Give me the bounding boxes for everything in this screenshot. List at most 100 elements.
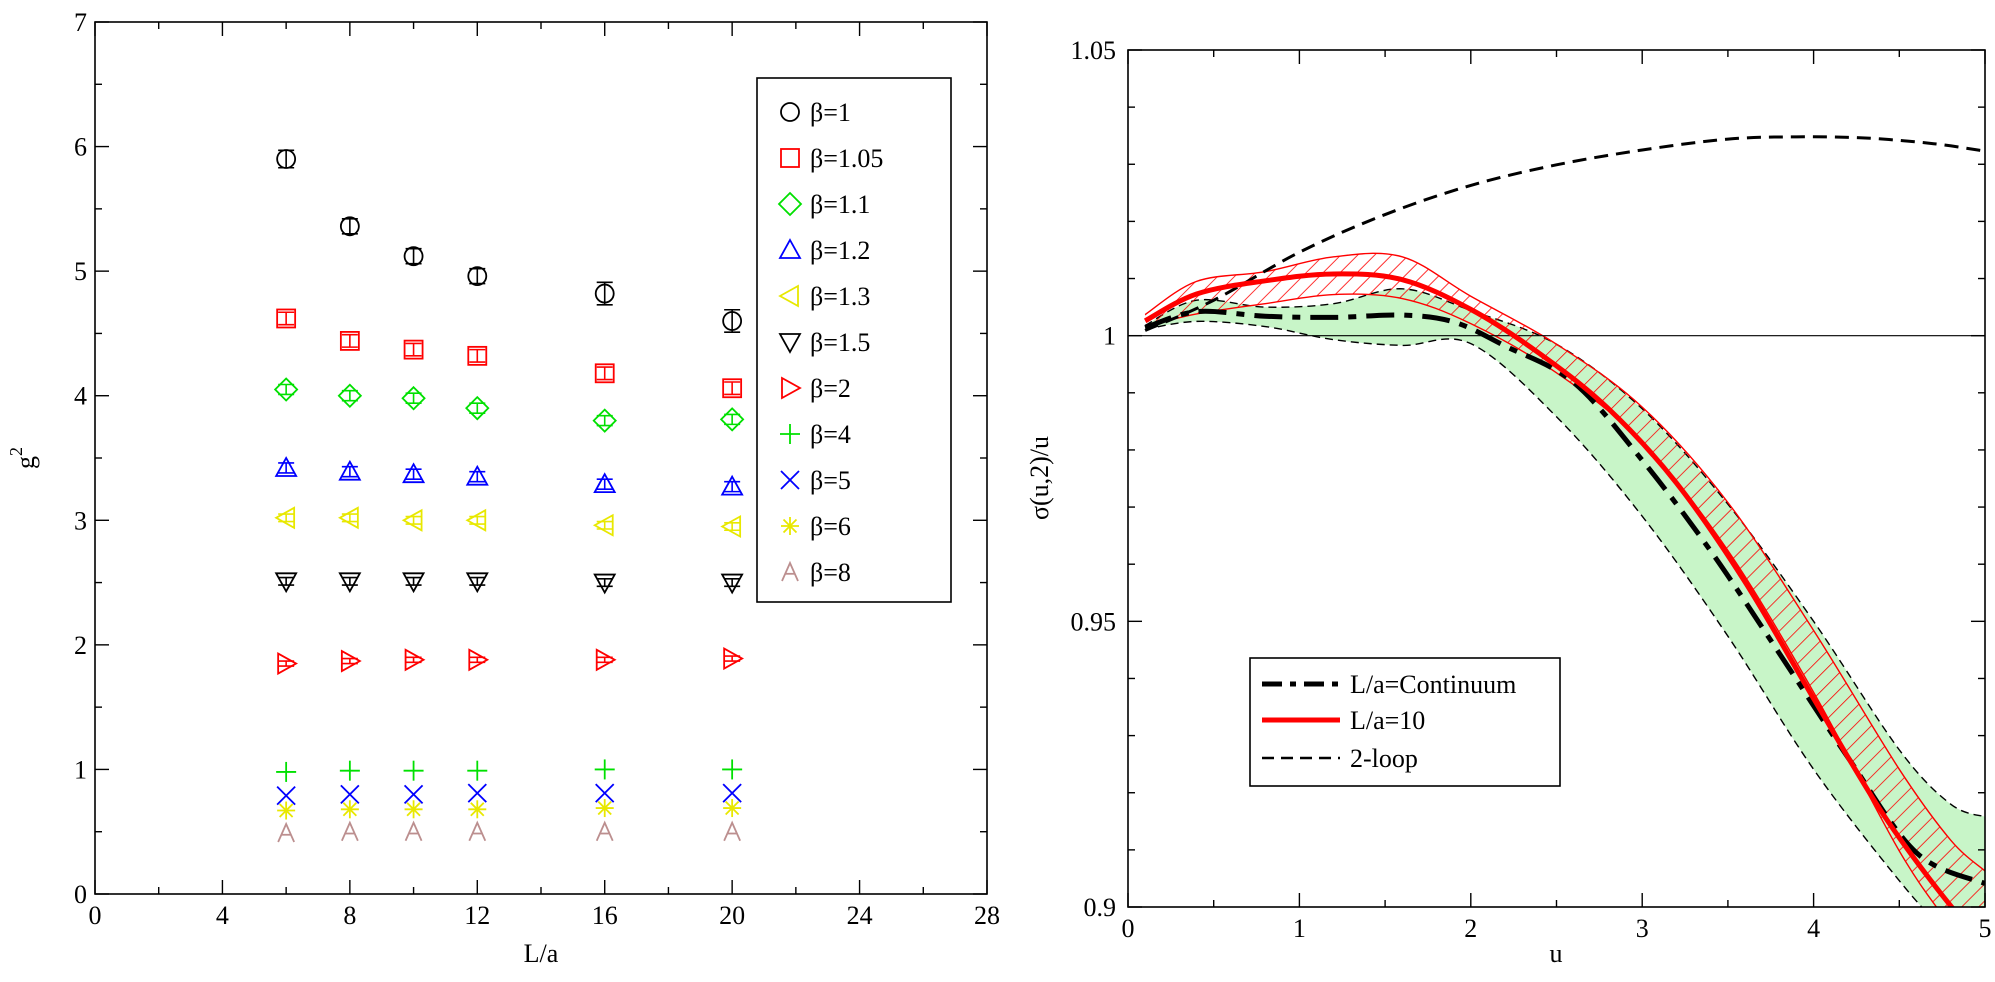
- marker-stroke: [340, 784, 360, 804]
- data-point: [719, 407, 745, 432]
- marker-stroke: [277, 821, 295, 843]
- marker-x: [722, 783, 742, 803]
- y-tick-label: 0: [74, 880, 87, 909]
- legend-marker: [778, 333, 802, 354]
- series-line: [1143, 271, 1955, 907]
- series-points: [276, 308, 743, 399]
- x-tick-label: 5: [1979, 914, 1992, 943]
- data-point: [339, 331, 360, 351]
- data-point: [595, 648, 617, 672]
- data-point: [276, 785, 296, 806]
- marker-x: [780, 470, 800, 490]
- series-points: [274, 456, 744, 496]
- data-point: [467, 266, 488, 287]
- y-axis-title-superscript: 2: [6, 447, 26, 456]
- series-points: [274, 572, 744, 595]
- marker-diamond: [592, 408, 617, 433]
- y-tick-label: 0.95: [1071, 607, 1117, 636]
- legend-label: L/a=Continuum: [1350, 670, 1516, 699]
- data-point: [467, 760, 488, 781]
- marker-star: [723, 799, 742, 818]
- band-hatched: [1145, 253, 1985, 907]
- data-point: [274, 506, 296, 530]
- series-points: [277, 820, 741, 843]
- band-fill: [1145, 288, 1985, 907]
- data-point: [467, 783, 487, 803]
- x-tick-label: 24: [847, 901, 873, 930]
- legend-label: β=2: [810, 374, 851, 403]
- data-point: [720, 573, 744, 595]
- marker-triangle-left: [338, 506, 359, 530]
- marker-stroke: [725, 800, 740, 816]
- data-point: [341, 820, 359, 842]
- marker-triangle-right: [340, 649, 362, 673]
- marker-star: [404, 800, 423, 819]
- right-chart: 0 1 2 3 4 5 0.9 0.95 1 1.05 u σ(u,2)/u L…: [1025, 36, 1992, 968]
- x-tick-label: 3: [1636, 914, 1649, 943]
- data-point: [723, 647, 744, 671]
- data-point: [467, 345, 488, 366]
- marker-stroke: [341, 820, 359, 842]
- data-point: [723, 820, 741, 842]
- marker-diamond: [777, 191, 803, 217]
- right-minor-ticks: [1128, 50, 1985, 907]
- right-bands: [1144, 252, 1985, 907]
- marker-triangle-right: [781, 376, 802, 400]
- marker-stroke: [782, 518, 798, 534]
- marker-circle: [780, 102, 800, 122]
- x-tick-label: 0: [1122, 914, 1135, 943]
- left-x-axis-title: L/a: [524, 939, 559, 968]
- data-point: [339, 216, 360, 237]
- data-point: [465, 464, 489, 486]
- legend-marker: [781, 517, 799, 535]
- series-points: [277, 799, 742, 820]
- marker-triangle-down: [338, 572, 362, 594]
- x-tick-label: 0: [89, 901, 102, 930]
- data-point: [595, 783, 615, 803]
- marker-plus: [467, 760, 488, 781]
- marker-x: [403, 784, 424, 804]
- marker-circle: [339, 216, 360, 237]
- x-tick-label: 2: [1464, 914, 1477, 943]
- legend-label: β=1: [810, 98, 851, 127]
- data-point: [277, 652, 298, 676]
- right-legend: L/a=Continuum L/a=10 2-loop: [1249, 657, 1561, 787]
- marker-star: [781, 517, 799, 535]
- marker-star: [277, 801, 296, 820]
- marker-stroke: [595, 820, 614, 842]
- data-point: [401, 508, 423, 532]
- marker-triangle-down: [402, 572, 426, 594]
- marker-stroke: [279, 803, 294, 818]
- marker-square: [780, 148, 800, 168]
- series-points: [273, 377, 745, 433]
- left-chart: 0 4 8 12 16 20 24 28 0 1 2 3 4 5 6 7 L/a…: [6, 8, 1000, 968]
- marker-triangle-down: [720, 573, 744, 595]
- data-point: [340, 800, 359, 819]
- legend-label: β=1.05: [810, 144, 883, 173]
- marker-x: [340, 784, 360, 804]
- marker-letter-a: [723, 820, 741, 842]
- marker-stroke: [780, 470, 800, 490]
- marker-square: [403, 339, 424, 360]
- marker-star: [595, 799, 614, 818]
- data-point: [404, 800, 423, 819]
- legend-label: β=4: [810, 420, 851, 449]
- x-tick-label: 12: [464, 901, 490, 930]
- legend-label: β=5: [810, 466, 851, 495]
- marker-triangle-left: [778, 284, 799, 308]
- data-point: [594, 281, 615, 306]
- marker-stroke: [595, 783, 615, 803]
- x-tick-label: 8: [343, 901, 356, 930]
- data-point: [276, 761, 297, 782]
- data-point: [594, 759, 615, 780]
- marker-diamond: [401, 385, 426, 411]
- marker-triangle-left: [592, 513, 614, 537]
- marker-x: [467, 783, 487, 803]
- marker-triangle-left: [465, 508, 487, 532]
- data-point: [401, 385, 426, 411]
- legend-label: L/a=10: [1350, 706, 1425, 735]
- data-point: [722, 759, 743, 780]
- marker-stroke: [276, 785, 296, 806]
- data-point: [340, 784, 360, 804]
